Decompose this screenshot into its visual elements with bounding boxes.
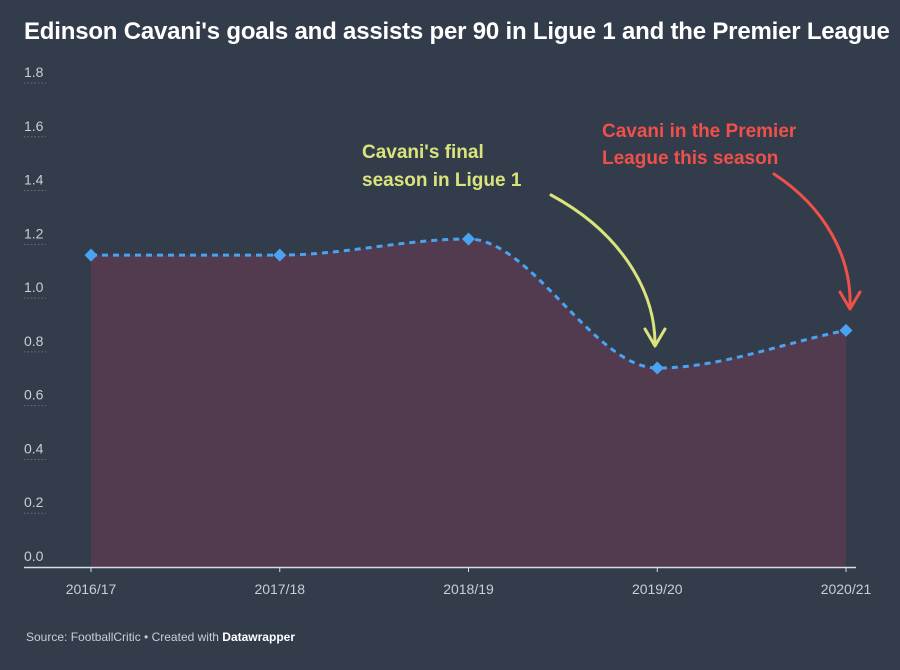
annotation-text: Cavani in the Premier <box>602 121 797 142</box>
annotation-arrow <box>772 172 852 310</box>
chart-footer: Source: FootballCritic • Created with Da… <box>26 630 295 644</box>
y-tick-label: 1.2 <box>24 225 44 241</box>
data-point <box>84 248 98 262</box>
x-tick-label: 2019/20 <box>632 581 683 597</box>
y-axis: 0.0 0.2 0.4 0.6 0.8 1.0 1.2 1.4 1.6 1.8 <box>24 64 46 564</box>
annotation-arrowhead <box>838 290 862 311</box>
y-tick-label: 1.8 <box>24 64 44 80</box>
annotation-arrow <box>549 193 657 346</box>
annotations: Cavani's final season in Ligue 1 Cavani in… <box>362 121 862 348</box>
area-fill <box>91 238 846 567</box>
data-point <box>839 323 853 337</box>
area-fill-group <box>91 238 846 567</box>
annotation-arrowhead <box>643 327 667 348</box>
y-tick-label: 1.6 <box>24 118 44 134</box>
x-tick-label: 2020/21 <box>821 581 872 597</box>
series-line <box>90 237 847 370</box>
annotation-text: Cavani's final <box>362 142 484 163</box>
annotation: Cavani's final season in Ligue 1 <box>362 142 667 348</box>
x-tick-label: 2018/19 <box>443 581 494 597</box>
data-points <box>84 232 853 375</box>
footer-created-with: Created with <box>151 630 223 644</box>
annotation-text: League this season <box>602 148 778 169</box>
x-tick-label: 2017/18 <box>254 581 305 597</box>
x-tick-label: 2016/17 <box>66 581 117 597</box>
y-tick-label: 1.0 <box>24 279 44 295</box>
series-line-group <box>90 237 847 370</box>
data-point <box>650 361 664 375</box>
footer-separator: • <box>140 630 152 644</box>
footer-source: Source: FootballCritic <box>26 630 141 644</box>
y-tick-label: 0.4 <box>24 440 44 456</box>
y-tick-label: 0.6 <box>24 387 44 403</box>
y-tick-label: 0.2 <box>24 494 44 510</box>
data-point <box>462 232 475 246</box>
y-tick-label: 0.8 <box>24 333 44 349</box>
data-point <box>273 248 287 262</box>
annotation: Cavani in the Premier League this season <box>602 121 862 311</box>
footer-brand: Datawrapper <box>222 630 295 644</box>
annotation-text: season in Ligue 1 <box>362 170 522 191</box>
y-tick-label: 0.0 <box>24 548 44 564</box>
x-axis: 2016/17 2017/18 2018/19 2019/20 2020/21 <box>24 566 872 597</box>
y-tick-label: 1.4 <box>24 172 44 188</box>
chart-title: Edinson Cavani's goals and assists per 9… <box>24 18 890 45</box>
